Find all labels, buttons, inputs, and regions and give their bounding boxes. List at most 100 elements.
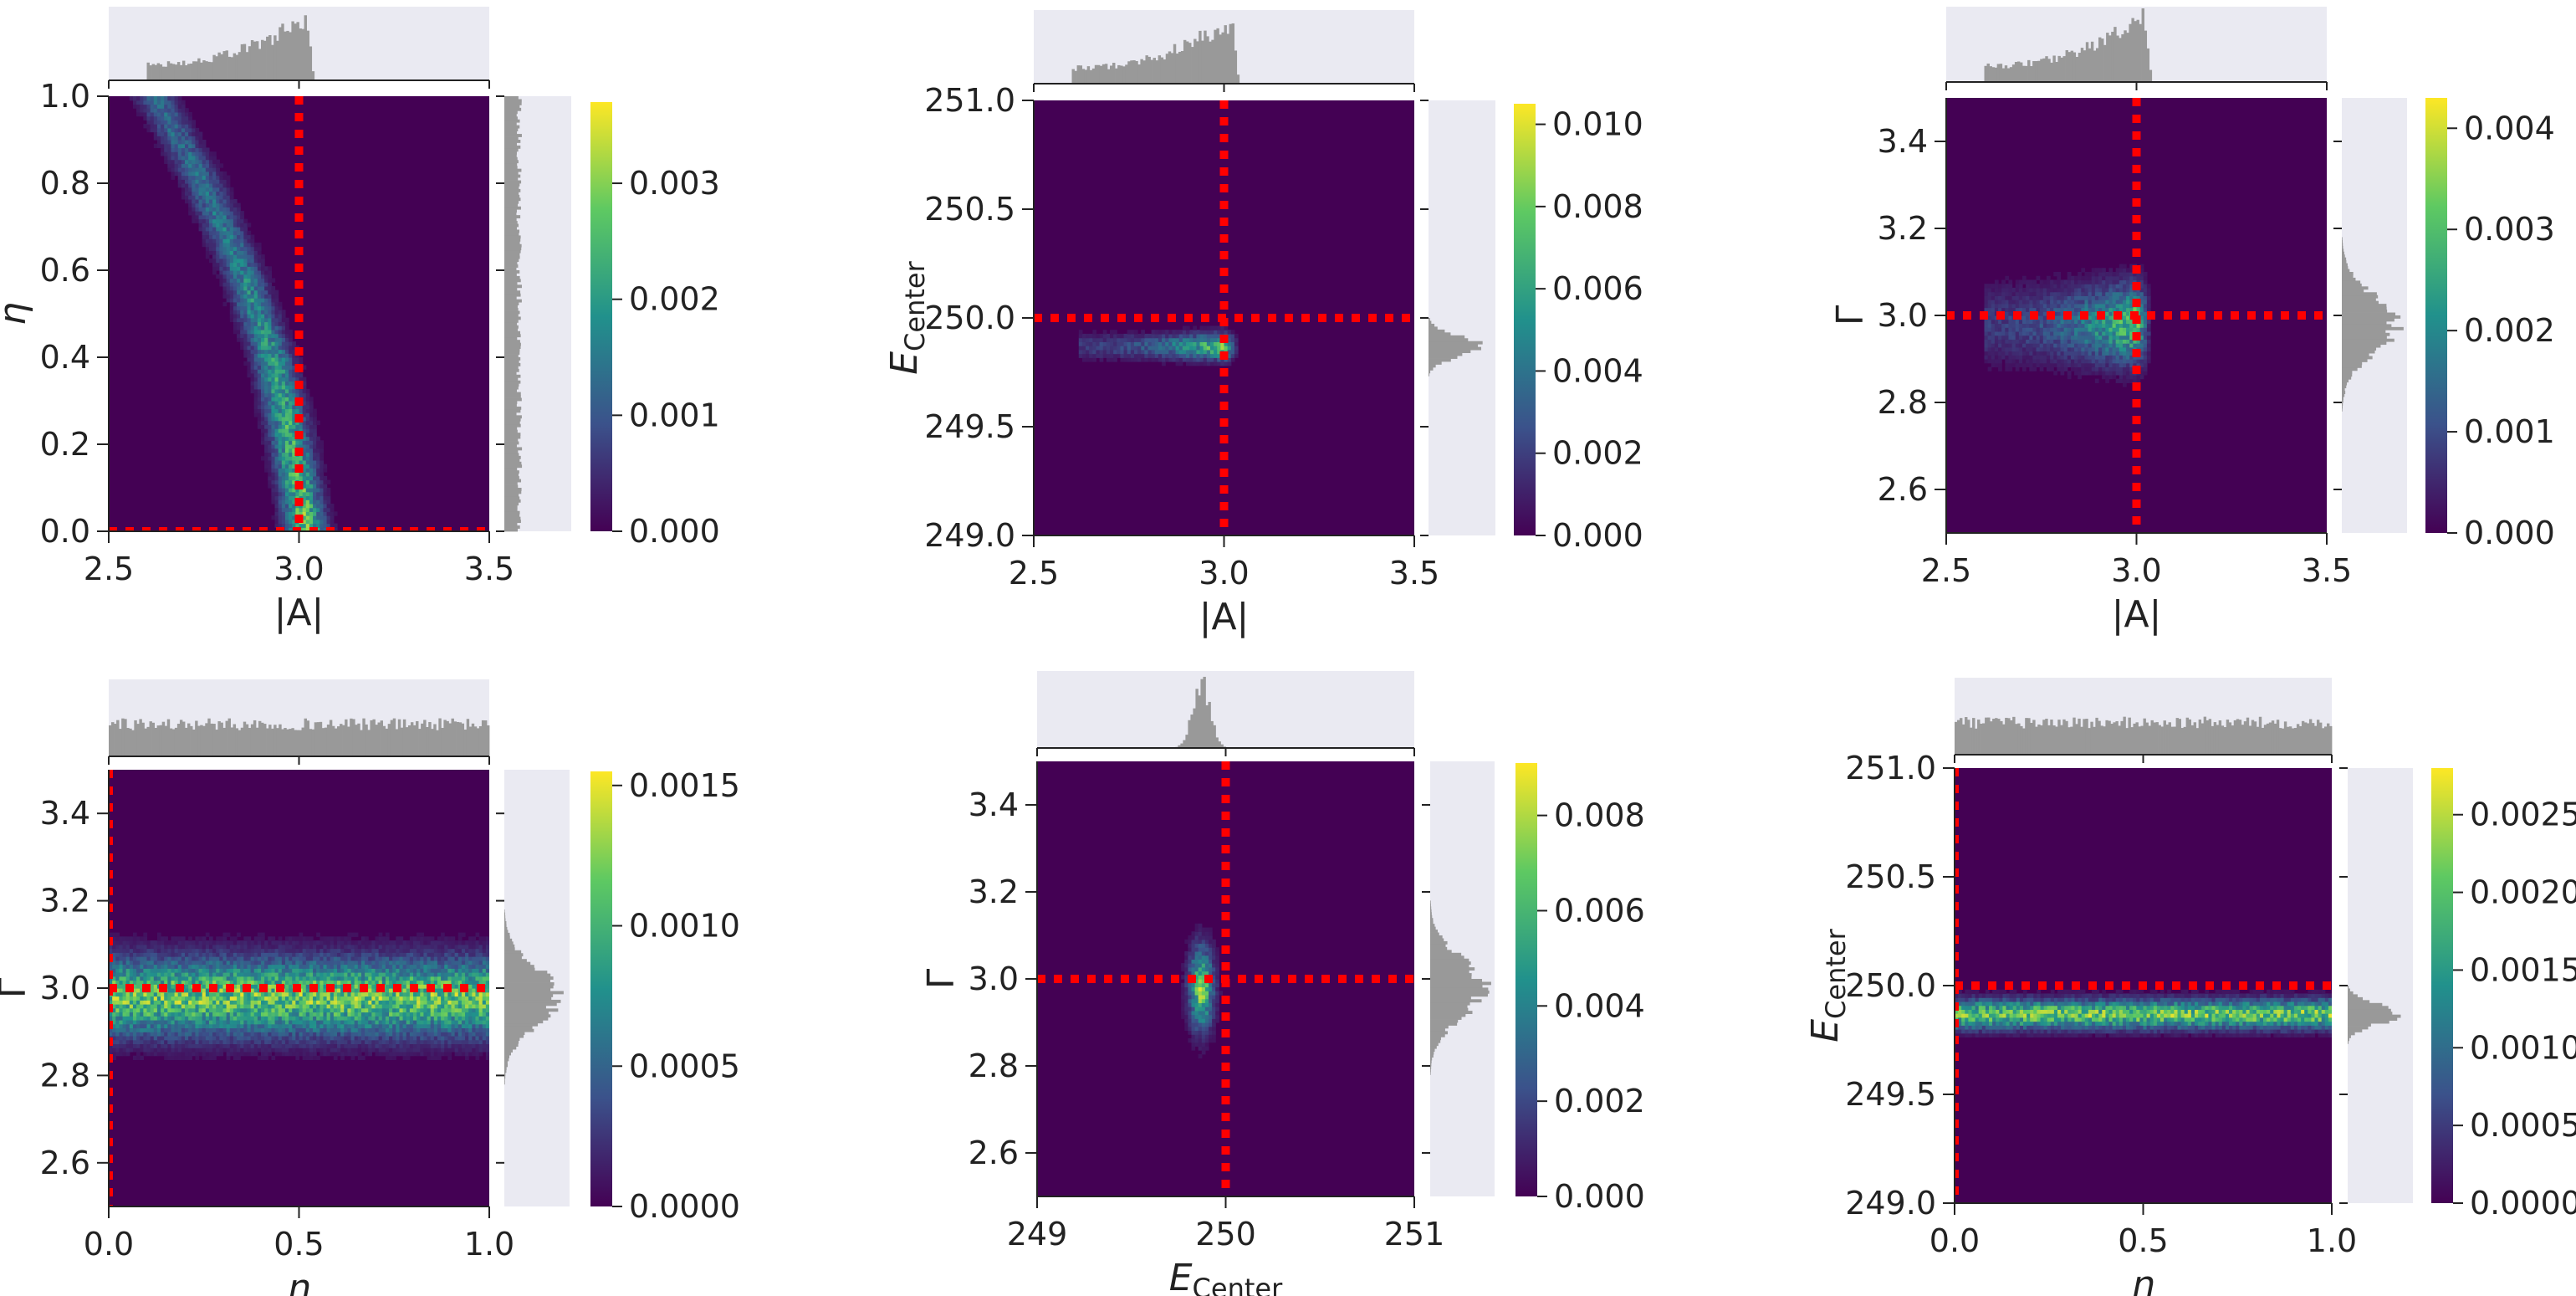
heatmap-cell — [1991, 311, 1996, 316]
histogram-bar — [504, 330, 521, 335]
heatmap-cell — [216, 262, 220, 267]
heatmap-cell — [237, 207, 241, 212]
heatmap-cell — [257, 329, 262, 335]
heatmap-cell — [465, 1019, 469, 1025]
heatmap-cell — [253, 242, 258, 248]
heatmap-cell — [119, 1048, 124, 1053]
heatmap-cell — [195, 147, 200, 152]
heatmap-cell — [195, 131, 200, 136]
heatmap-cell — [281, 317, 286, 323]
heatmap-cell — [1141, 330, 1145, 335]
heatmap-cell — [253, 282, 258, 287]
heatmap-cell — [177, 183, 182, 188]
heatmap-cell — [115, 1039, 120, 1045]
heatmap-cell — [461, 1032, 466, 1037]
heatmap-cell — [281, 448, 286, 453]
heatmap-cell — [177, 147, 182, 152]
heatmap-cell — [447, 1027, 452, 1032]
heatmap-cell — [371, 1019, 376, 1025]
heatmap-cell — [188, 151, 192, 156]
heatmap-cell — [281, 408, 286, 413]
heatmap-cell — [1987, 343, 1992, 348]
heatmap-cell — [2067, 319, 2072, 325]
heatmap-cell — [140, 1032, 144, 1037]
heatmap-cell — [1165, 353, 1169, 358]
heatmap-cell — [485, 1043, 489, 1048]
heatmap-cell — [402, 1032, 407, 1037]
histogram-bar — [271, 44, 274, 80]
heatmap-cell — [150, 1039, 155, 1045]
heatmap-cell — [219, 195, 224, 200]
heatmap-cell — [2098, 327, 2103, 332]
histogram-bar — [1211, 39, 1214, 84]
heatmap-cell — [146, 1039, 151, 1045]
heatmap-cell — [1127, 346, 1132, 351]
heatmap-cell — [1144, 341, 1149, 346]
heatmap-cell — [278, 479, 283, 484]
heatmap-cell — [164, 1019, 168, 1025]
heatmap-cell — [2018, 307, 2023, 312]
heatmap-cell — [2015, 330, 2020, 336]
heatmap-cell — [237, 1019, 241, 1025]
heatmap-cell — [161, 136, 165, 141]
heatmap-cell — [2008, 330, 2013, 336]
heatmap-cell — [309, 1032, 314, 1037]
heatmap-cell — [237, 1055, 241, 1061]
heatmap-cell — [2102, 303, 2106, 309]
heatmap-cell — [2091, 346, 2096, 352]
heatmap-cell — [2005, 359, 2010, 364]
heatmap-cell — [323, 491, 328, 497]
heatmap-cell — [2091, 362, 2096, 368]
heatmap-cell — [305, 401, 310, 406]
heatmap-cell — [371, 1035, 376, 1041]
heatmap-cell — [1078, 337, 1083, 342]
heatmap-cell — [305, 388, 310, 394]
heatmap-cell — [271, 278, 276, 283]
heatmap-cell — [2042, 303, 2047, 309]
heatmap-cell — [243, 274, 248, 279]
heatmap-cell — [198, 211, 203, 216]
heatmap-cell — [2108, 327, 2113, 332]
heatmap-cell — [240, 270, 244, 275]
heatmap-cell — [2108, 343, 2113, 348]
histogram-bar — [1117, 64, 1121, 84]
heatmap-cell — [2126, 327, 2130, 332]
heatmap-cell — [2098, 275, 2103, 281]
heatmap-cell — [385, 1055, 390, 1061]
heatmap-cell — [2112, 279, 2117, 284]
histogram-bar — [1229, 23, 1232, 85]
heatmap-cell — [164, 1043, 168, 1048]
heatmap-cell — [2053, 272, 2057, 277]
heatmap-cell — [1214, 333, 1218, 339]
heatmap-cell — [1089, 353, 1093, 358]
heatmap-cell — [289, 448, 293, 453]
heatmap-cell — [2146, 300, 2151, 305]
heatmap-cell — [271, 499, 276, 505]
heatmap-cell — [237, 1032, 241, 1037]
heatmap-cell — [161, 1032, 165, 1037]
heatmap-cell — [247, 1039, 252, 1045]
heatmap-cell — [271, 377, 276, 382]
heatmap-cell — [261, 266, 265, 271]
heatmap-cell — [2067, 371, 2072, 376]
heatmap-cell — [2074, 284, 2078, 289]
heatmap-cell — [375, 1035, 380, 1041]
heatmap-cell — [2018, 291, 2023, 296]
heatmap-cell — [274, 317, 279, 323]
heatmap-cell — [295, 459, 300, 465]
heatmap-cell — [278, 436, 283, 441]
heatmap-cell — [229, 223, 234, 228]
heatmap-cell — [243, 227, 248, 232]
heatmap-cell — [1206, 333, 1211, 339]
heatmap-cell — [2008, 300, 2013, 305]
heatmap-cell — [292, 1023, 296, 1029]
histogram-bar — [504, 232, 519, 236]
heatmap-cell — [261, 381, 265, 386]
heatmap-cell — [281, 1019, 286, 1025]
heatmap-cell — [1151, 357, 1156, 362]
heatmap-cell — [1172, 341, 1177, 346]
heatmap-cell — [2081, 330, 2086, 336]
heatmap-cell — [2119, 335, 2124, 340]
heatmap-cell — [222, 1019, 227, 1025]
